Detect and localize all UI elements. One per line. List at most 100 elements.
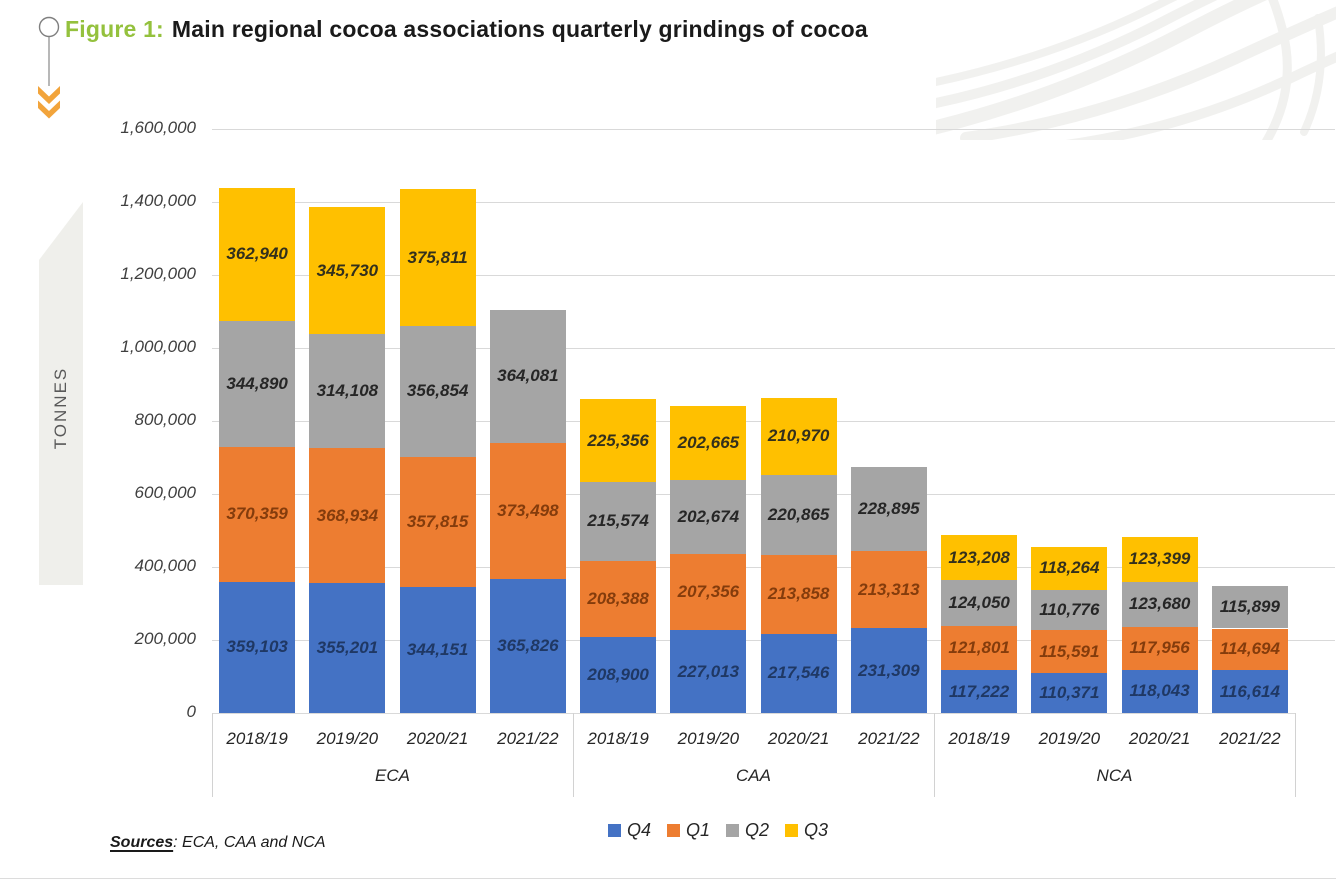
bar-segment-value-label: 207,356 bbox=[677, 582, 740, 602]
tonnes-ribbon-decoration bbox=[39, 202, 83, 585]
bar-segment-value-label: 364,081 bbox=[497, 366, 559, 386]
bar-segment-value-label: 123,680 bbox=[1128, 594, 1191, 614]
x-axis-category-label: 2019/20 bbox=[677, 729, 740, 748]
x-axis-category-label: 2020/21 bbox=[767, 729, 830, 748]
y-axis-tick-label: 1,600,000 bbox=[120, 117, 196, 137]
y-axis-tick-label: 1,200,000 bbox=[120, 263, 196, 283]
bar-segment-NCA-2018/19-Q3 bbox=[941, 535, 1018, 581]
bar-segment-value-label: 123,399 bbox=[1128, 549, 1191, 569]
legend-item-Q1: Q1 bbox=[667, 820, 710, 841]
bar-segment-value-label: 123,208 bbox=[948, 547, 1010, 567]
figure-title-text: Main regional cocoa associations quarter… bbox=[171, 16, 868, 42]
bar-segment-CAA-2020/21-Q3 bbox=[760, 397, 837, 475]
bar-segment-value-label: 213,858 bbox=[767, 584, 830, 604]
legend-swatch-Q2-icon bbox=[726, 824, 740, 837]
bar-segment-value-label: 210,970 bbox=[767, 426, 830, 446]
bar-segment-NCA-2020/21-Q2 bbox=[1121, 581, 1198, 627]
bar-segment-NCA-2019/20-Q2 bbox=[1031, 589, 1108, 631]
bar-segment-value-label: 227,013 bbox=[677, 661, 740, 681]
bar-segment-NCA-2021/22-Q4 bbox=[1211, 670, 1288, 713]
bar-segment-value-label: 117,222 bbox=[949, 681, 1010, 701]
bar-segment-ECA-2020/21-Q3 bbox=[399, 188, 476, 327]
bar-segment-NCA-2018/19-Q4 bbox=[941, 670, 1018, 713]
category-divider bbox=[934, 713, 935, 797]
x-axis-category-label: 2018/19 bbox=[587, 729, 649, 748]
bar-segment-CAA-2021/22-Q1 bbox=[850, 550, 927, 629]
bar-segment-CAA-2018/19-Q2 bbox=[580, 481, 657, 561]
x-axis-category-label: 2019/20 bbox=[316, 729, 379, 748]
legend-label: Q4 bbox=[627, 820, 652, 840]
sources-label: Sources bbox=[110, 834, 174, 851]
bar-segment-value-label: 373,498 bbox=[497, 501, 559, 521]
figure-number-label: Figure 1: bbox=[65, 16, 164, 42]
chevron-down-icon bbox=[38, 100, 60, 119]
bar-segment-value-label: 118,264 bbox=[1039, 558, 1100, 578]
legend-label: Q1 bbox=[686, 820, 711, 840]
chart-legend: Q4 Q1 Q2 Q3 bbox=[608, 820, 828, 841]
figure-pointer-decoration bbox=[38, 16, 60, 119]
bar-segment-value-label: 110,371 bbox=[1039, 682, 1100, 702]
legend-item-Q3: Q3 bbox=[785, 820, 828, 841]
leaf-watermark-decoration bbox=[936, 0, 1336, 140]
bar-segment-value-label: 365,826 bbox=[497, 636, 559, 656]
bar-segment-value-label: 231,309 bbox=[858, 660, 920, 680]
bar-segment-ECA-2018/19-Q2 bbox=[219, 320, 296, 447]
bar-segment-value-label: 116,614 bbox=[1219, 681, 1280, 701]
y-axis-tick-label: 0 bbox=[186, 702, 196, 721]
gridline bbox=[212, 274, 1335, 276]
bar-segment-value-label: 359,103 bbox=[226, 637, 288, 657]
sources-note: Sources: ECA, CAA and NCA bbox=[110, 834, 326, 852]
bar-segment-value-label: 202,665 bbox=[677, 433, 740, 453]
bar-segment-value-label: 118,043 bbox=[1129, 681, 1190, 701]
category-divider bbox=[573, 713, 574, 797]
bar-segment-ECA-2018/19-Q4 bbox=[219, 581, 296, 713]
bar-segment-ECA-2020/21-Q1 bbox=[399, 456, 476, 588]
x-axis-category-label: 2021/22 bbox=[1219, 729, 1281, 748]
bar-segment-value-label: 368,934 bbox=[316, 505, 379, 525]
bar-segment-value-label: 217,546 bbox=[767, 663, 830, 683]
bar-segment-CAA-2020/21-Q1 bbox=[760, 555, 837, 634]
bar-segment-ECA-2019/20-Q4 bbox=[309, 583, 386, 713]
y-axis-tick-label: 400,000 bbox=[134, 555, 196, 575]
bar-segment-ECA-2018/19-Q1 bbox=[219, 446, 296, 582]
bar-segment-NCA-2019/20-Q4 bbox=[1031, 672, 1108, 713]
bar-segment-value-label: 362,940 bbox=[226, 244, 288, 264]
bar-segment-CAA-2019/20-Q4 bbox=[670, 630, 747, 713]
bar-segment-ECA-2021/22-Q1 bbox=[489, 442, 566, 580]
bar-segment-ECA-2019/20-Q1 bbox=[309, 448, 386, 584]
y-axis-tick-label: 1,000,000 bbox=[120, 336, 196, 356]
bar-segment-value-label: 356,854 bbox=[406, 381, 469, 401]
bar-segment-value-label: 121,801 bbox=[948, 637, 1010, 657]
legend-swatch-Q1-icon bbox=[667, 824, 681, 837]
legend-swatch-Q4-icon bbox=[608, 824, 621, 837]
x-axis-category-label: 2020/21 bbox=[1128, 729, 1191, 748]
circle-bullet-icon bbox=[38, 16, 60, 38]
x-axis-category-label: 2021/22 bbox=[497, 729, 559, 748]
bar-segment-NCA-2021/22-Q2 bbox=[1211, 586, 1288, 629]
bar-segment-CAA-2018/19-Q3 bbox=[580, 399, 657, 482]
bar-segment-ECA-2019/20-Q3 bbox=[309, 207, 386, 334]
x-axis-category-label: 2020/21 bbox=[406, 729, 469, 748]
legend-swatch-Q3-icon bbox=[785, 824, 799, 837]
bar-segment-CAA-2021/22-Q4 bbox=[850, 628, 927, 713]
bar-segment-value-label: 202,674 bbox=[677, 507, 740, 527]
gridline bbox=[212, 201, 1335, 203]
bar-segment-ECA-2021/22-Q4 bbox=[489, 579, 566, 713]
bar-segment-value-label: 314,108 bbox=[316, 381, 379, 401]
bar-segment-CAA-2019/20-Q3 bbox=[670, 406, 747, 481]
bar-segment-NCA-2018/19-Q2 bbox=[941, 580, 1018, 626]
figure-title: Figure 1: Main regional cocoa association… bbox=[65, 16, 868, 43]
y-axis-tick-label: 800,000 bbox=[134, 409, 196, 429]
bar-segment-value-label: 213,313 bbox=[858, 579, 920, 599]
bar-segment-value-label: 344,151 bbox=[406, 640, 469, 660]
gridline bbox=[212, 128, 1335, 130]
bar-segment-value-label: 225,356 bbox=[587, 430, 649, 450]
bar-segment-value-label: 110,776 bbox=[1039, 600, 1100, 620]
category-divider bbox=[1295, 713, 1296, 797]
legend-item-Q2: Q2 bbox=[726, 820, 769, 841]
bar-segment-CAA-2018/19-Q4 bbox=[580, 636, 657, 713]
legend-item-Q4: Q4 bbox=[608, 820, 651, 841]
bar-segment-value-label: 117,956 bbox=[1129, 638, 1190, 658]
bar-segment-CAA-2021/22-Q2 bbox=[850, 466, 927, 551]
